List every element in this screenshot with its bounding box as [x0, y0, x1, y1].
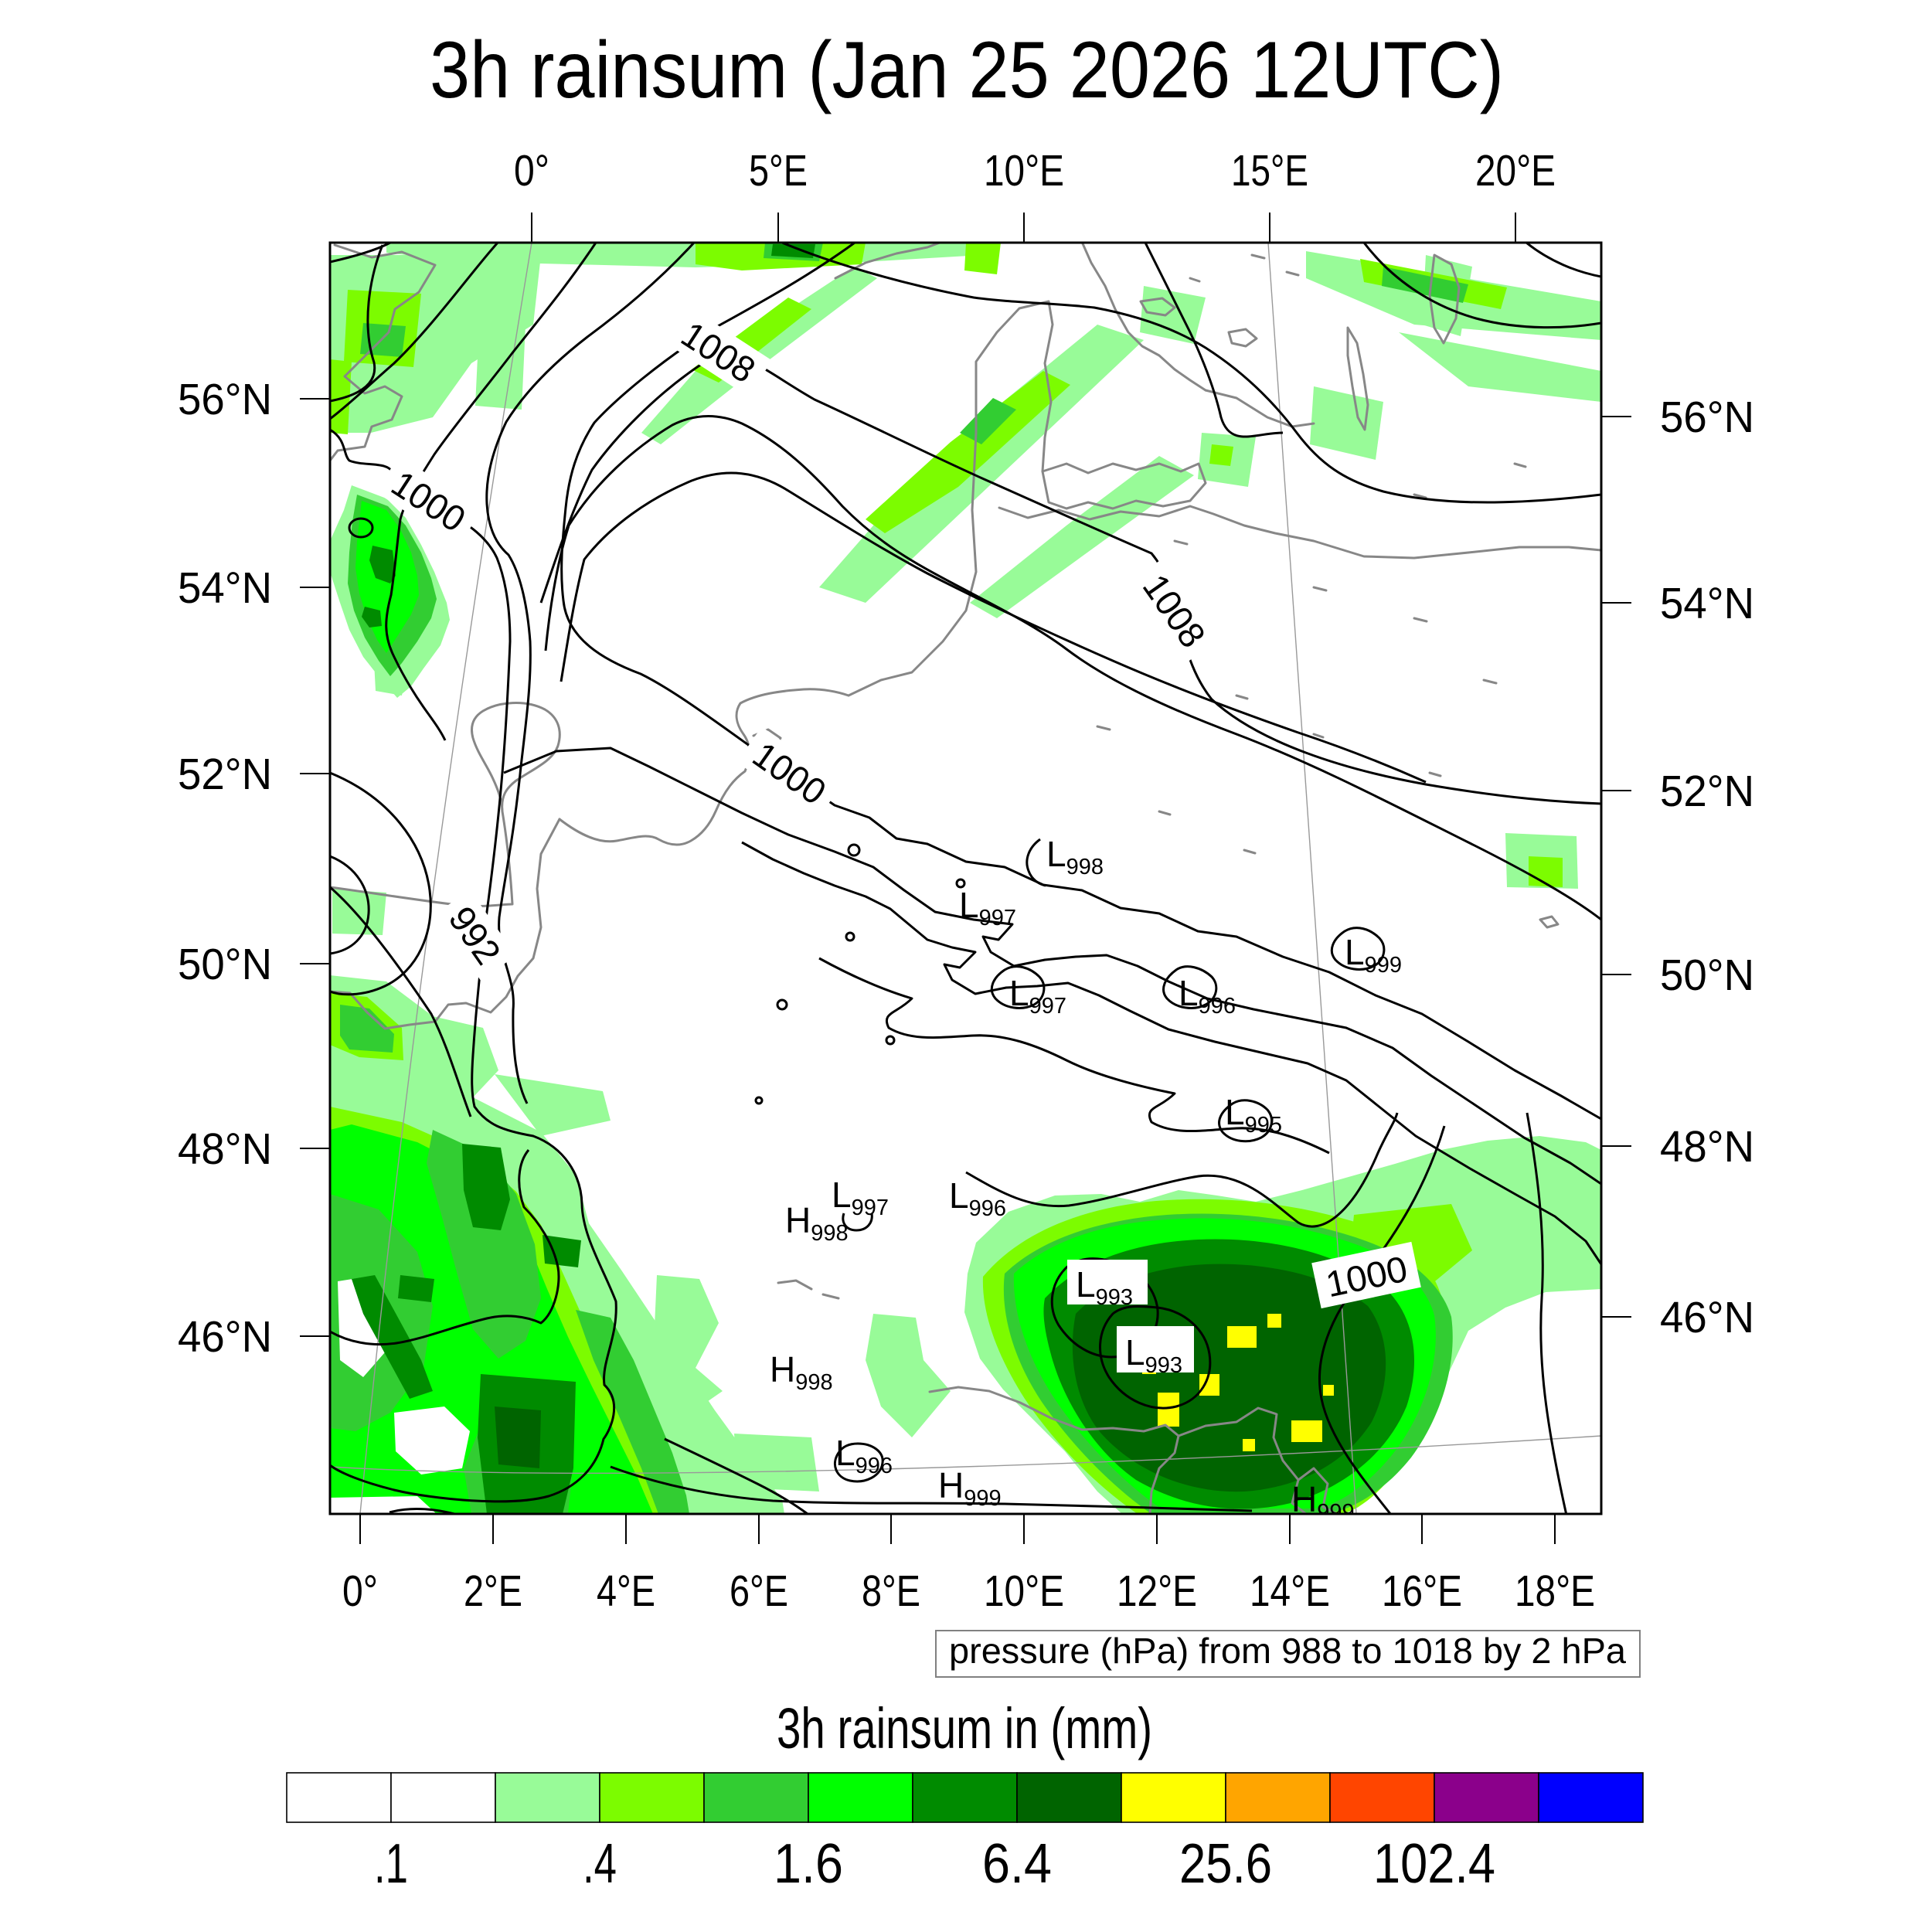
svg-text:6.4: 6.4 [982, 1833, 1052, 1895]
svg-text:46°N: 46°N [178, 1312, 272, 1362]
svg-text:18°E: 18°E [1515, 1566, 1595, 1616]
svg-text:14°E: 14°E [1250, 1566, 1330, 1616]
svg-text:0°: 0° [342, 1566, 378, 1616]
svg-text:0°: 0° [514, 146, 549, 196]
svg-text:1.6: 1.6 [774, 1833, 843, 1895]
svg-text:2°E: 2°E [464, 1566, 522, 1616]
svg-text:12°E: 12°E [1117, 1566, 1197, 1616]
svg-text:pressure (hPa) from 988 to 101: pressure (hPa) from 988 to 1018 by 2 hPa [949, 1631, 1626, 1671]
svg-text:4°E: 4°E [597, 1566, 655, 1616]
svg-text:10°E: 10°E [984, 1566, 1064, 1616]
svg-text:56°N: 56°N [178, 375, 272, 424]
svg-text:16°E: 16°E [1382, 1566, 1462, 1616]
svg-text:50°N: 50°N [1660, 951, 1754, 1000]
svg-text:5°E: 5°E [749, 146, 808, 196]
svg-text:10°E: 10°E [984, 146, 1064, 196]
svg-text:54°N: 54°N [1660, 579, 1754, 628]
svg-text:52°N: 52°N [178, 750, 272, 799]
svg-text:.4: .4 [583, 1833, 617, 1895]
svg-text:102.4: 102.4 [1373, 1833, 1495, 1895]
svg-text:52°N: 52°N [1660, 767, 1754, 816]
svg-text:20°E: 20°E [1475, 146, 1556, 196]
svg-text:3h rainsum in (mm): 3h rainsum in (mm) [777, 1696, 1152, 1760]
svg-text:L997: L997 [1009, 973, 1066, 1019]
svg-text:15°E: 15°E [1231, 146, 1308, 196]
svg-text:6°E: 6°E [730, 1566, 788, 1616]
svg-text:8°E: 8°E [862, 1566, 920, 1616]
svg-text:50°N: 50°N [178, 940, 272, 989]
svg-text:56°N: 56°N [1660, 393, 1754, 442]
svg-text:.1: .1 [374, 1833, 408, 1895]
svg-text:46°N: 46°N [1660, 1293, 1754, 1342]
svg-text:48°N: 48°N [178, 1124, 272, 1174]
svg-text:48°N: 48°N [1660, 1122, 1754, 1172]
svg-text:54°N: 54°N [178, 563, 272, 613]
svg-text:L993: L993 [1076, 1264, 1133, 1310]
svg-text:25.6: 25.6 [1179, 1833, 1272, 1895]
svg-text:3h rainsum (Jan 25 2026 12UTC): 3h rainsum (Jan 25 2026 12UTC) [430, 26, 1504, 115]
